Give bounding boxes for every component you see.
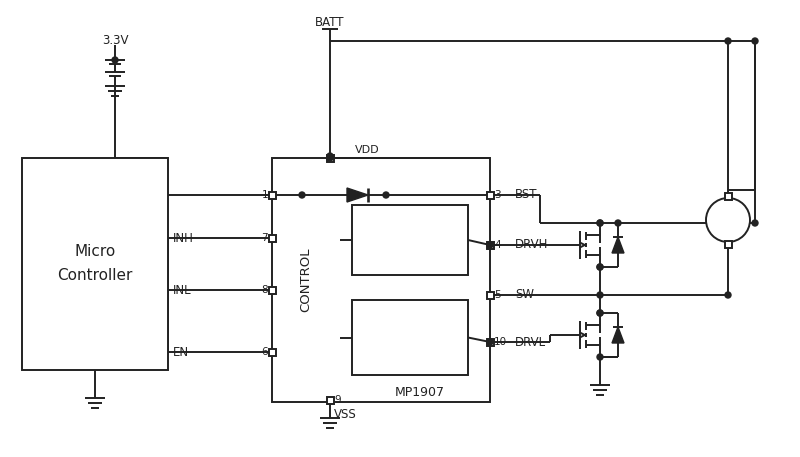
Text: MP1907: MP1907 xyxy=(395,386,445,399)
Polygon shape xyxy=(612,327,624,343)
Circle shape xyxy=(597,264,603,270)
Polygon shape xyxy=(347,188,368,202)
Text: 4: 4 xyxy=(494,240,501,250)
Text: 9: 9 xyxy=(334,395,341,405)
Circle shape xyxy=(597,220,603,226)
Circle shape xyxy=(597,310,603,316)
Text: INH: INH xyxy=(173,232,194,244)
Text: VDD: VDD xyxy=(355,145,380,155)
Text: EN: EN xyxy=(173,345,189,358)
Text: Driver: Driver xyxy=(392,243,428,255)
Circle shape xyxy=(725,38,731,44)
Bar xyxy=(22,158,168,370)
Text: 8: 8 xyxy=(262,285,268,295)
Circle shape xyxy=(597,310,603,316)
Text: 5: 5 xyxy=(494,290,501,300)
Circle shape xyxy=(327,155,333,161)
Circle shape xyxy=(487,339,493,345)
Circle shape xyxy=(725,292,731,298)
Bar xyxy=(486,241,494,249)
Text: Driver: Driver xyxy=(392,340,428,353)
Text: DRVH: DRVH xyxy=(515,239,548,251)
Bar xyxy=(352,205,468,275)
Bar xyxy=(326,154,334,161)
Circle shape xyxy=(597,354,603,360)
Bar xyxy=(269,287,275,293)
Circle shape xyxy=(615,220,621,226)
Bar xyxy=(486,339,494,345)
Bar xyxy=(272,158,490,402)
Circle shape xyxy=(487,242,493,248)
Circle shape xyxy=(112,57,118,63)
Circle shape xyxy=(299,192,305,198)
Circle shape xyxy=(706,198,750,242)
Text: Micro: Micro xyxy=(74,244,116,260)
Text: 1: 1 xyxy=(262,190,268,200)
Text: BST: BST xyxy=(515,188,538,202)
Circle shape xyxy=(752,38,758,44)
Circle shape xyxy=(597,220,603,226)
Text: 10: 10 xyxy=(494,337,507,347)
Bar xyxy=(269,234,275,241)
Text: VSS: VSS xyxy=(334,409,357,421)
Bar xyxy=(326,397,334,404)
Bar xyxy=(486,191,494,198)
Text: INL: INL xyxy=(173,283,192,297)
Bar xyxy=(269,349,275,356)
Bar xyxy=(352,300,468,375)
Text: CONTROL: CONTROL xyxy=(299,248,313,312)
Text: 3.3V: 3.3V xyxy=(102,33,128,47)
Bar xyxy=(486,292,494,298)
Circle shape xyxy=(752,220,758,226)
Text: Floating: Floating xyxy=(386,224,434,238)
Polygon shape xyxy=(612,237,624,253)
Text: M: M xyxy=(719,211,737,229)
Text: DRVL: DRVL xyxy=(515,335,546,349)
Circle shape xyxy=(327,153,333,159)
Text: 3: 3 xyxy=(494,190,501,200)
Text: BATT: BATT xyxy=(315,16,345,30)
Circle shape xyxy=(597,292,603,298)
Text: 6: 6 xyxy=(262,347,268,357)
Bar xyxy=(725,192,731,200)
Text: Low-side: Low-side xyxy=(384,322,436,335)
Bar xyxy=(269,191,275,198)
Circle shape xyxy=(383,192,389,198)
Circle shape xyxy=(597,264,603,270)
Bar xyxy=(725,240,731,248)
Text: SW: SW xyxy=(515,288,534,302)
Text: Controller: Controller xyxy=(58,269,133,283)
Text: 7: 7 xyxy=(262,233,268,243)
